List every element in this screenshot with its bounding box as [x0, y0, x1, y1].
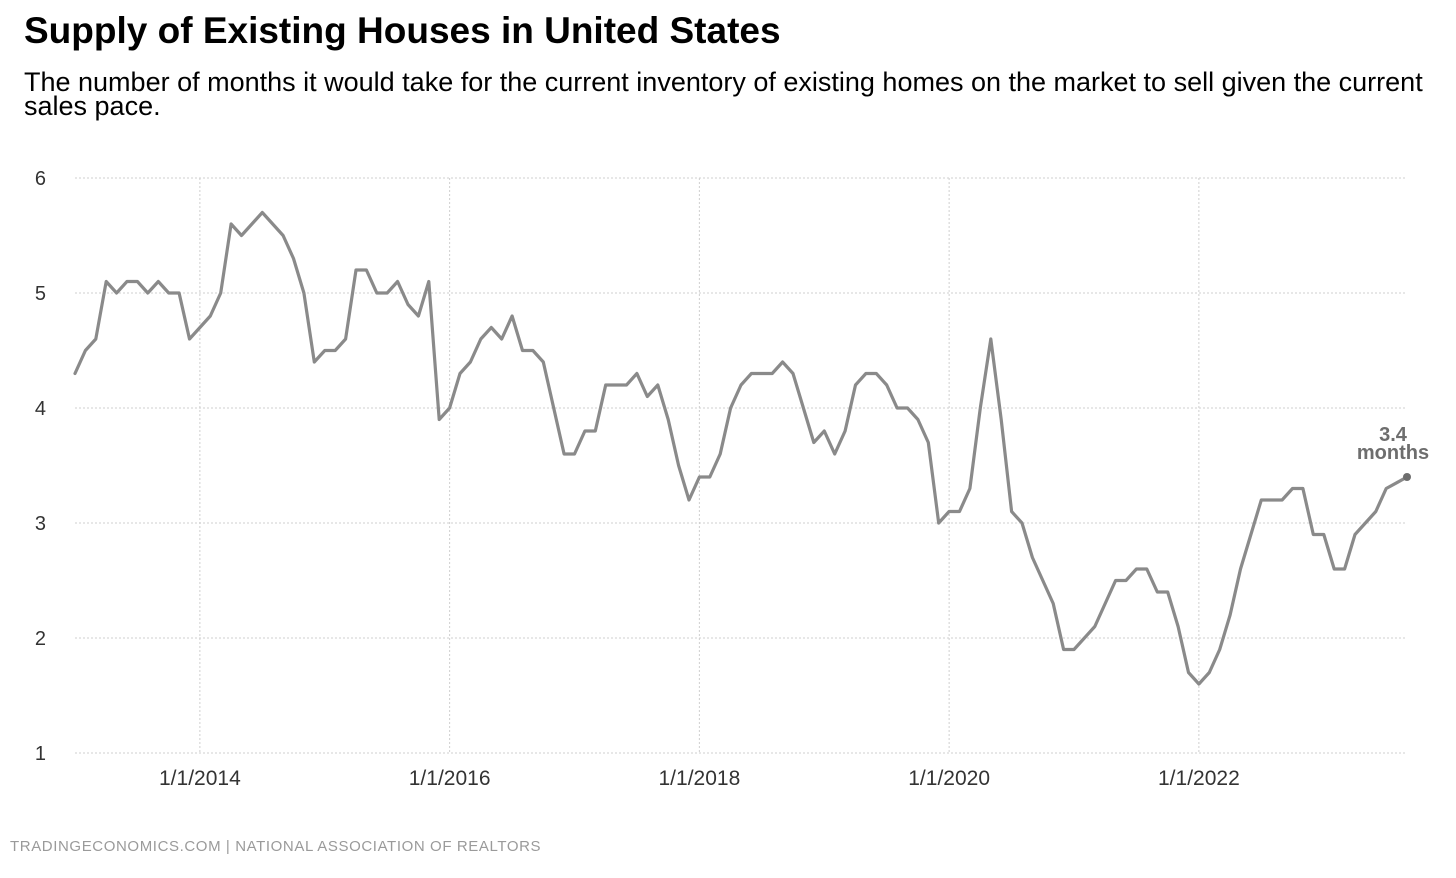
chart-title: Supply of Existing Houses in United Stat… — [24, 10, 781, 51]
series-line — [73, 210, 1409, 686]
x-tick-label: 1/1/2014 — [159, 767, 241, 790]
x-tick-label: 1/1/2018 — [659, 767, 741, 790]
y-tick-label: 2 — [35, 628, 46, 650]
y-tick-label: 6 — [35, 168, 46, 190]
x-axis-ticks: 1/1/2014 1/1/2016 1/1/2018 1/1/2020 1/1/2022 — [159, 767, 1240, 790]
x-tick-label: 1/1/2020 — [908, 767, 990, 790]
last-value-unit: months — [1357, 442, 1429, 464]
x-tick-label: 1/1/2022 — [1158, 767, 1240, 790]
series-layer — [73, 210, 1409, 686]
y-tick-label: 5 — [35, 283, 46, 305]
source-credit: TRADINGECONOMICS.COM | NATIONAL ASSOCIAT… — [10, 838, 542, 855]
gridlines — [75, 177, 1407, 754]
last-value-label: 3.4 — [1379, 424, 1408, 446]
x-tick-label: 1/1/2016 — [409, 767, 491, 790]
y-tick-label: 3 — [35, 513, 46, 535]
chart-subtitle: The number of months it would take for t… — [24, 67, 1423, 121]
y-tick-label: 1 — [35, 743, 46, 765]
y-tick-label: 4 — [35, 398, 46, 420]
y-axis-ticks: 1 2 3 4 5 6 — [35, 168, 46, 765]
last-value-dot — [1403, 473, 1411, 481]
